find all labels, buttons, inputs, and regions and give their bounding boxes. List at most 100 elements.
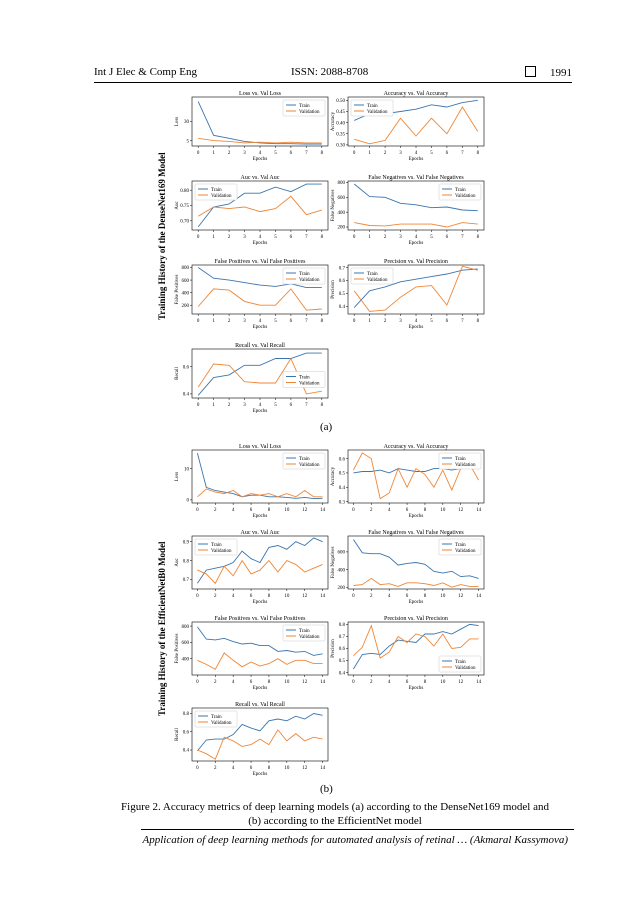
x-tick-label: 1 <box>368 319 371 324</box>
legend-box <box>282 624 326 642</box>
y-axis-label: Auc <box>175 201 180 210</box>
x-tick-label: 14 <box>320 508 326 513</box>
x-tick-label: 8 <box>424 594 427 599</box>
y-axis-label: Accuracy <box>331 466 336 486</box>
x-tick-label: 8 <box>321 235 324 240</box>
chart-title: False Negatives vs. Val False Negatives <box>368 175 464 181</box>
sublabel-b: (b) <box>320 783 333 795</box>
y-tick-label: 0.5 <box>339 659 346 664</box>
chart-title: Loss vs. Val Loss <box>239 91 282 97</box>
false-positives-vs-val-false-positives-validation-line <box>197 652 323 670</box>
x-tick-label: 2 <box>384 319 387 324</box>
y-tick-label: 0.6 <box>183 365 190 370</box>
y-tick-label: 0.8 <box>339 623 346 628</box>
auc-vs-val-auc-validation-line <box>197 559 323 585</box>
precision-vs-val-precision-validation-line <box>353 624 479 659</box>
x-axis-label: Epochs <box>253 325 268 330</box>
chart-a-accuracy: Accuracy vs. Val Accuracy 0 1 2 3 4 5 6 7 8 0.30 0.… <box>328 88 488 164</box>
x-tick-label: 8 <box>477 151 480 156</box>
precision-vs-val-precision-validation-line <box>353 265 478 312</box>
x-tick-label: 1 <box>212 151 215 156</box>
x-axis-label: Epochs <box>409 241 424 246</box>
x-tick-label: 12 <box>458 594 464 599</box>
plot-frame <box>191 449 329 504</box>
precision-vs-val-precision-train-line <box>353 623 479 670</box>
legend-label-validation: Validation <box>211 194 232 199</box>
x-tick-label: 12 <box>302 766 308 771</box>
legend-label-validation: Validation <box>367 278 388 283</box>
x-tick-label: 8 <box>268 766 271 771</box>
x-tick-label: 8 <box>268 508 271 513</box>
figure-caption: Figure 2. Accuracy metrics of deep learn… <box>90 800 580 828</box>
chart-title: Auc vs. Val Auc <box>241 175 280 181</box>
y-tick-label: 0.7 <box>339 266 346 271</box>
auc-vs-val-auc-validation-line <box>197 195 322 217</box>
x-tick-label: 3 <box>399 319 402 324</box>
x-tick-label: 5 <box>430 151 433 156</box>
x-tick-label: 4 <box>259 319 262 324</box>
chart-a-false-positives: False Positives vs. Val False Positives 0… <box>172 256 332 332</box>
x-tick-label: 3 <box>243 403 246 408</box>
y-axis-label: Auc <box>175 558 180 567</box>
x-tick-label: 0 <box>196 766 199 771</box>
y-axis-label: Recall <box>175 728 180 741</box>
x-tick-label: 2 <box>214 766 217 771</box>
legend-label-train: Train <box>455 543 466 548</box>
legend-label-validation: Validation <box>455 666 476 671</box>
x-tick-label: 6 <box>290 403 293 408</box>
page-number-group: 1991 <box>525 66 572 79</box>
x-axis-label: Epochs <box>409 514 424 519</box>
y-tick-label: 800 <box>182 625 190 630</box>
x-tick-label: 0 <box>352 680 355 685</box>
x-tick-label: 8 <box>321 151 324 156</box>
x-tick-label: 1 <box>368 235 371 240</box>
plot-frame <box>347 449 485 504</box>
y-tick-label: 10 <box>184 467 190 472</box>
legend-box <box>438 183 482 201</box>
chart-a-auc: Auc vs. Val Auc 0 1 2 3 4 5 6 7 8 0.70 0.75 0.80 Epoc… <box>172 172 332 248</box>
false-negatives-vs-val-false-negatives-validation-line <box>354 222 478 228</box>
x-tick-label: 6 <box>406 680 409 685</box>
x-tick-label: 0 <box>197 403 200 408</box>
x-tick-label: 1 <box>212 403 215 408</box>
x-tick-label: 8 <box>268 680 271 685</box>
y-tick-label: 0.4 <box>339 486 346 491</box>
y-tick-label: 0.9 <box>183 540 190 545</box>
x-tick-label: 2 <box>214 680 217 685</box>
x-tick-label: 2 <box>370 594 373 599</box>
page-footer: Application of deep learning methods for… <box>142 834 569 846</box>
x-tick-label: 4 <box>232 766 235 771</box>
plot-frame <box>191 535 329 590</box>
x-tick-label: 5 <box>274 151 277 156</box>
x-tick-label: 5 <box>274 403 277 408</box>
chart-b-recall: Recall vs. Val Recall 0 2 4 6 8 10 12 14 0.4 0.6 0.… <box>172 699 332 779</box>
x-tick-label: 14 <box>320 766 326 771</box>
false-negatives-vs-val-false-negatives-train-line <box>353 539 479 579</box>
y-tick-label: 400 <box>338 211 346 216</box>
false-positives-vs-val-false-positives-train-line <box>197 267 322 289</box>
false-positives-vs-val-false-positives-validation-line <box>197 288 322 311</box>
legend-box <box>282 452 326 470</box>
x-tick-label: 12 <box>302 680 308 685</box>
legend-label-validation: Validation <box>367 110 388 115</box>
legend-box <box>282 371 326 388</box>
y-tick-label: 0.5 <box>339 472 346 477</box>
x-tick-label: 10 <box>440 594 446 599</box>
y-tick-label: 200 <box>338 586 346 591</box>
x-tick-label: 3 <box>243 235 246 240</box>
legend-label-train: Train <box>211 543 222 548</box>
x-tick-label: 4 <box>259 151 262 156</box>
x-tick-label: 4 <box>259 235 262 240</box>
legend-box <box>282 267 326 285</box>
y-tick-label: 0.5 <box>339 292 346 297</box>
x-axis-label: Epochs <box>253 686 268 691</box>
y-tick-label: 200 <box>182 304 190 309</box>
y-axis-label: Recall <box>175 367 180 380</box>
x-tick-label: 10 <box>440 680 446 685</box>
x-tick-label: 6 <box>406 508 409 513</box>
page-number: 1991 <box>550 67 572 79</box>
